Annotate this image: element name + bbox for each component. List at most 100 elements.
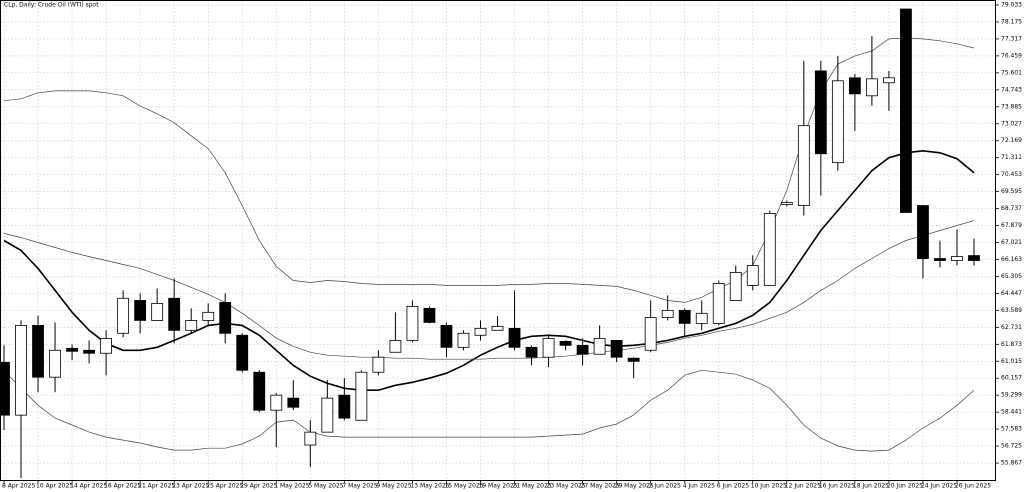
x-tick-label: 10 Jun 2025: [751, 483, 787, 490]
candle-body: [321, 397, 334, 433]
candle-body: [491, 325, 504, 331]
candle-body: [236, 334, 249, 371]
y-tick-label: 57.583: [1001, 426, 1022, 433]
y-tick-label: 65.305: [1001, 273, 1022, 280]
candle-body: [746, 265, 759, 286]
candle-body: [508, 327, 521, 348]
candle-body: [917, 205, 929, 259]
candle-body: [457, 332, 470, 348]
candle-body: [814, 70, 827, 155]
candle-body: [848, 77, 861, 95]
y-tick-label: 67.021: [1001, 239, 1022, 246]
candle-body: [185, 320, 198, 331]
candle-body: [202, 311, 215, 321]
candle-body: [883, 77, 895, 84]
candle-body: [865, 78, 878, 97]
candle-body: [559, 340, 572, 346]
indicator-line: [3, 369, 975, 452]
y-tick-label: 69.595: [1001, 188, 1022, 195]
candle-body: [117, 297, 130, 334]
candle-body: [968, 255, 980, 261]
candle-body: [304, 431, 317, 446]
candle-body: [219, 302, 232, 334]
candle-body: [797, 125, 810, 206]
y-tick-label: 79.033: [1001, 1, 1022, 8]
x-tick-label: 27 May 2025: [581, 483, 620, 490]
candle-body: [661, 309, 674, 318]
indicator-line: [3, 220, 975, 360]
y-tick-label: 61.873: [1001, 341, 1022, 348]
candle-body: [134, 300, 147, 321]
candle-body: [338, 394, 351, 419]
candle-body: [270, 394, 283, 411]
candle-body: [593, 338, 606, 355]
y-tick-label: 58.441: [1001, 409, 1022, 416]
candle-body: [678, 309, 691, 324]
x-tick-label: 5 May 2025: [308, 483, 343, 490]
y-tick-label: 64.447: [1001, 290, 1022, 297]
y-tick-label: 62.731: [1001, 324, 1022, 331]
x-tick-label: 13 May 2025: [410, 483, 449, 490]
y-tick-label: 70.453: [1001, 171, 1022, 178]
candle-body: [151, 303, 164, 321]
y-tick-label: 73.027: [1001, 120, 1022, 127]
candle-body: [49, 349, 61, 378]
candle-body: [831, 80, 844, 164]
y-tick-label: 76.459: [1001, 52, 1022, 59]
x-tick-label: 2 Jun 2025: [649, 483, 681, 490]
candle-body: [576, 344, 589, 355]
x-tick-label: 16 Jun 2025: [819, 483, 855, 490]
candle-body: [100, 338, 113, 354]
candle-body: [372, 356, 385, 373]
candle-body: [627, 357, 640, 362]
y-tick-label: 61.015: [1001, 358, 1022, 365]
x-tick-label: 16 Apr 2025: [104, 483, 141, 490]
indicator-line: [3, 149, 975, 391]
candle-body: [423, 307, 436, 323]
x-tick-label: 29 Apr 2025: [240, 483, 277, 490]
x-tick-label: 19 May 2025: [478, 483, 517, 490]
y-tick-label: 66.163: [1001, 256, 1022, 263]
y-tick-label: 74.743: [1001, 86, 1022, 93]
x-tick-label: 1 May 2025: [274, 483, 309, 490]
x-tick-label: 15 May 2025: [444, 483, 483, 490]
candle-body: [542, 338, 555, 358]
indicator-line: [3, 37, 975, 303]
plot-frame: [0, 0, 996, 481]
candle-body: [712, 283, 725, 324]
candle-body: [15, 324, 27, 416]
candle-body: [389, 340, 402, 353]
x-tick-label: 23 Apr 2025: [172, 483, 209, 490]
candle-body: [406, 305, 419, 341]
y-tick-label: 63.589: [1001, 307, 1022, 314]
x-tick-label: 25 Apr 2025: [206, 483, 243, 490]
x-tick-label: 20 Jun 2025: [887, 483, 923, 490]
x-tick-label: 9 May 2025: [376, 483, 411, 490]
candle-body: [287, 397, 300, 408]
y-tick-label: 55.867: [1001, 460, 1022, 467]
y-tick-label: 72.169: [1001, 137, 1022, 144]
candle-body: [440, 324, 453, 348]
x-tick-label: 6 Jun 2025: [717, 483, 749, 490]
candle-body: [644, 317, 657, 351]
x-tick-label: 24 Jun 2025: [921, 483, 957, 490]
candle-body: [168, 297, 181, 331]
candle-body: [780, 202, 793, 205]
candle-body: [66, 347, 78, 352]
x-tick-label: 8 Apr 2025: [2, 483, 35, 490]
x-tick-label: 21 May 2025: [513, 483, 552, 490]
candle-body: [355, 371, 368, 421]
y-tick-label: 77.317: [1001, 35, 1022, 42]
y-tick-label: 60.157: [1001, 375, 1022, 382]
candle-body: [83, 349, 95, 354]
y-tick-label: 73.885: [1001, 103, 1022, 110]
candle-body: [610, 340, 623, 358]
x-tick-label: 26 Jun 2025: [955, 483, 991, 490]
y-tick-label: 59.299: [1001, 392, 1022, 399]
candle-body: [900, 8, 912, 213]
y-tick-label: 75.601: [1001, 69, 1022, 76]
candle-body: [695, 312, 708, 324]
x-tick-label: 4 Jun 2025: [683, 483, 715, 490]
